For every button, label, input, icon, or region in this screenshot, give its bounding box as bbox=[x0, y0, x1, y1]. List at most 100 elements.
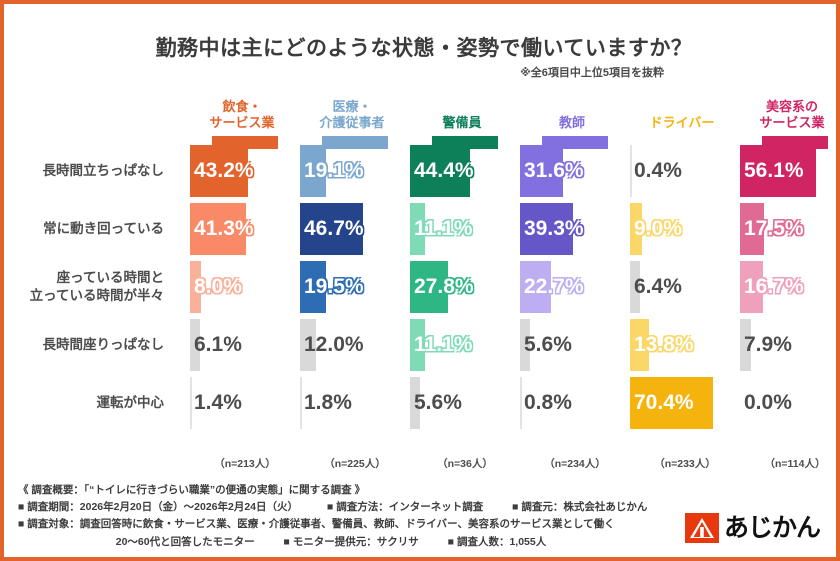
data-cell: 31.6% bbox=[520, 142, 630, 200]
value-label: 11.1% bbox=[414, 217, 473, 240]
data-cell: 43.2% bbox=[190, 142, 300, 200]
value-bar bbox=[630, 377, 713, 429]
column-label: 飲食・ サービス業 bbox=[209, 99, 275, 130]
value-bar bbox=[410, 377, 420, 429]
value-label: 27.8% bbox=[414, 275, 474, 298]
data-cell: 5.6% bbox=[520, 316, 630, 374]
footer: 《 調査概要：「“トイレに行きづらい職業”の便通の実態」に関する調査 》 ■ 調… bbox=[4, 482, 840, 551]
footer-monitor-provider: ■ モニター提供元：サクリサ bbox=[283, 535, 419, 548]
value-label: 5.6% bbox=[524, 333, 572, 356]
value-bar bbox=[740, 203, 764, 255]
value-label: 19.1% bbox=[304, 159, 364, 182]
data-cell: 5.6% bbox=[410, 374, 520, 432]
chart-row: 運転が中心 1.4% 1.8% 5.6% 0.8% 70.4% 0.0% bbox=[4, 374, 840, 432]
value-bar bbox=[740, 261, 763, 313]
value-label: 19.5% bbox=[304, 275, 364, 298]
value-bar bbox=[300, 261, 326, 313]
page-title: 勤務中は主にどのような状態・姿勢で働いていますか？ bbox=[155, 37, 693, 60]
value-bar bbox=[300, 203, 363, 255]
data-cell: 11.1% bbox=[410, 200, 520, 258]
value-label: 0.8% bbox=[524, 391, 572, 414]
sample-size-label: （n=233人） bbox=[654, 458, 716, 470]
column-label: ドライバー bbox=[649, 114, 715, 130]
row-label: 座っている時間と 立っている時間が半々 bbox=[29, 269, 164, 303]
value-label: 56.1% bbox=[744, 159, 804, 182]
value-label: 16.7% bbox=[744, 275, 804, 298]
value-bar bbox=[740, 319, 751, 371]
value-label: 0.0% bbox=[744, 391, 792, 414]
value-label: 39.3% bbox=[524, 217, 584, 240]
row-label: 長時間立ちっぱなし bbox=[42, 162, 165, 178]
data-cell: 6.4% bbox=[630, 258, 740, 316]
data-cell: 22.7% bbox=[520, 258, 630, 316]
data-cell: 19.5% bbox=[300, 258, 410, 316]
value-bar bbox=[300, 319, 316, 371]
chart-rows: 長時間立ちっぱなし 43.2% 19.1% 44.4% 31.6% 0.4% 56.1% 常に… bbox=[4, 142, 840, 432]
data-cell: 19.1% bbox=[300, 142, 410, 200]
value-bar bbox=[300, 145, 326, 197]
data-cell: 9.0% bbox=[630, 200, 740, 258]
data-cell: 8.0% bbox=[190, 258, 300, 316]
value-label: 1.4% bbox=[194, 391, 242, 414]
data-cell: 0.8% bbox=[520, 374, 630, 432]
subtitle-note: ※全6項目中上位5項目を抜粋 bbox=[520, 67, 664, 79]
value-bar bbox=[740, 145, 816, 197]
chart-row: 長時間立ちっぱなし 43.2% 19.1% 44.4% 31.6% 0.4% 56.1% bbox=[4, 142, 840, 200]
data-cell: 46.7% bbox=[300, 200, 410, 258]
value-label: 17.5% bbox=[744, 217, 804, 240]
sample-size-label: （n=36人） bbox=[437, 458, 493, 470]
value-label: 13.8% bbox=[634, 333, 694, 356]
data-cell: 11.1% bbox=[410, 316, 520, 374]
data-cell: 70.4% bbox=[630, 374, 740, 432]
value-label: 9.0% bbox=[634, 217, 682, 240]
value-label: 46.7% bbox=[304, 217, 364, 240]
value-label: 8.0% bbox=[194, 275, 242, 298]
value-bar bbox=[190, 319, 200, 371]
column-header-2: 医療・ 介護従事者 bbox=[300, 96, 410, 149]
value-bar bbox=[190, 261, 201, 313]
footer-line-2: ■ 調査期間：2026年2月20日（金）～2026年2月24日（火） ■ 調査方… bbox=[18, 499, 830, 516]
value-label: 6.4% bbox=[634, 275, 682, 298]
value-bar bbox=[630, 261, 640, 313]
data-cell: 17.5% bbox=[740, 200, 840, 258]
footer-line-4: 20～60代と回答したモニター ■ モニター提供元：サクリサ ■ 調査人数：1,… bbox=[18, 534, 830, 551]
data-cell: 56.1% bbox=[740, 142, 840, 200]
value-bar bbox=[520, 145, 563, 197]
value-label: 1.8% bbox=[304, 391, 352, 414]
footer-period: ■ 調査期間：2026年2月20日（金）～2026年2月24日（火） bbox=[18, 501, 299, 514]
value-label: 11.1% bbox=[414, 333, 473, 356]
value-label: 44.4% bbox=[414, 159, 474, 182]
value-label: 12.0% bbox=[304, 333, 364, 356]
sample-size-group: （n=213人） （n=225人） （n=36人） （n=234人） （n=233人） （… bbox=[4, 456, 840, 476]
data-cell: 39.3% bbox=[520, 200, 630, 258]
data-cell: 7.9% bbox=[740, 316, 840, 374]
footer-source: ■ 調査元：株式会社あじかん bbox=[512, 501, 648, 514]
value-bar bbox=[520, 319, 530, 371]
row-label: 運転が中心 bbox=[96, 394, 165, 410]
value-bar bbox=[520, 203, 573, 255]
value-bar bbox=[190, 145, 248, 197]
value-label: 41.3% bbox=[194, 217, 254, 240]
value-label: 0.4% bbox=[634, 159, 682, 182]
value-bar bbox=[410, 145, 470, 197]
footer-target: ■ 調査対象：調査回答時に飲食・サービス業、医療・介護従事者、警備員、教師、ドラ… bbox=[18, 518, 615, 531]
chart-row: 常に動き回っている 41.3% 46.7% 11.1% 39.3% 9.0% 17.5% bbox=[4, 200, 840, 258]
logo-wordmark: あじかん bbox=[723, 513, 821, 542]
value-label: 70.4% bbox=[634, 391, 694, 414]
data-cell: 0.4% bbox=[630, 142, 740, 200]
sample-size-label: （n=114人） bbox=[764, 458, 826, 470]
data-cell: 0.0% bbox=[740, 374, 840, 432]
column-label: 警備員 bbox=[442, 114, 482, 130]
value-bar bbox=[410, 203, 425, 255]
footer-respondent-count: ■ 調査人数：1,055人 bbox=[447, 535, 547, 548]
triangle-mark-icon bbox=[684, 513, 719, 543]
data-cell: 13.8% bbox=[630, 316, 740, 374]
footer-method: ■ 調査方法：インターネット調査 bbox=[326, 501, 484, 514]
value-bar bbox=[300, 377, 302, 429]
company-logo: あじかん bbox=[684, 513, 821, 543]
data-cell: 6.1% bbox=[190, 316, 300, 374]
data-cell: 27.8% bbox=[410, 258, 520, 316]
sample-size-label: （n=234人） bbox=[544, 458, 606, 470]
row-label: 長時間座りっぱなし bbox=[42, 336, 165, 352]
